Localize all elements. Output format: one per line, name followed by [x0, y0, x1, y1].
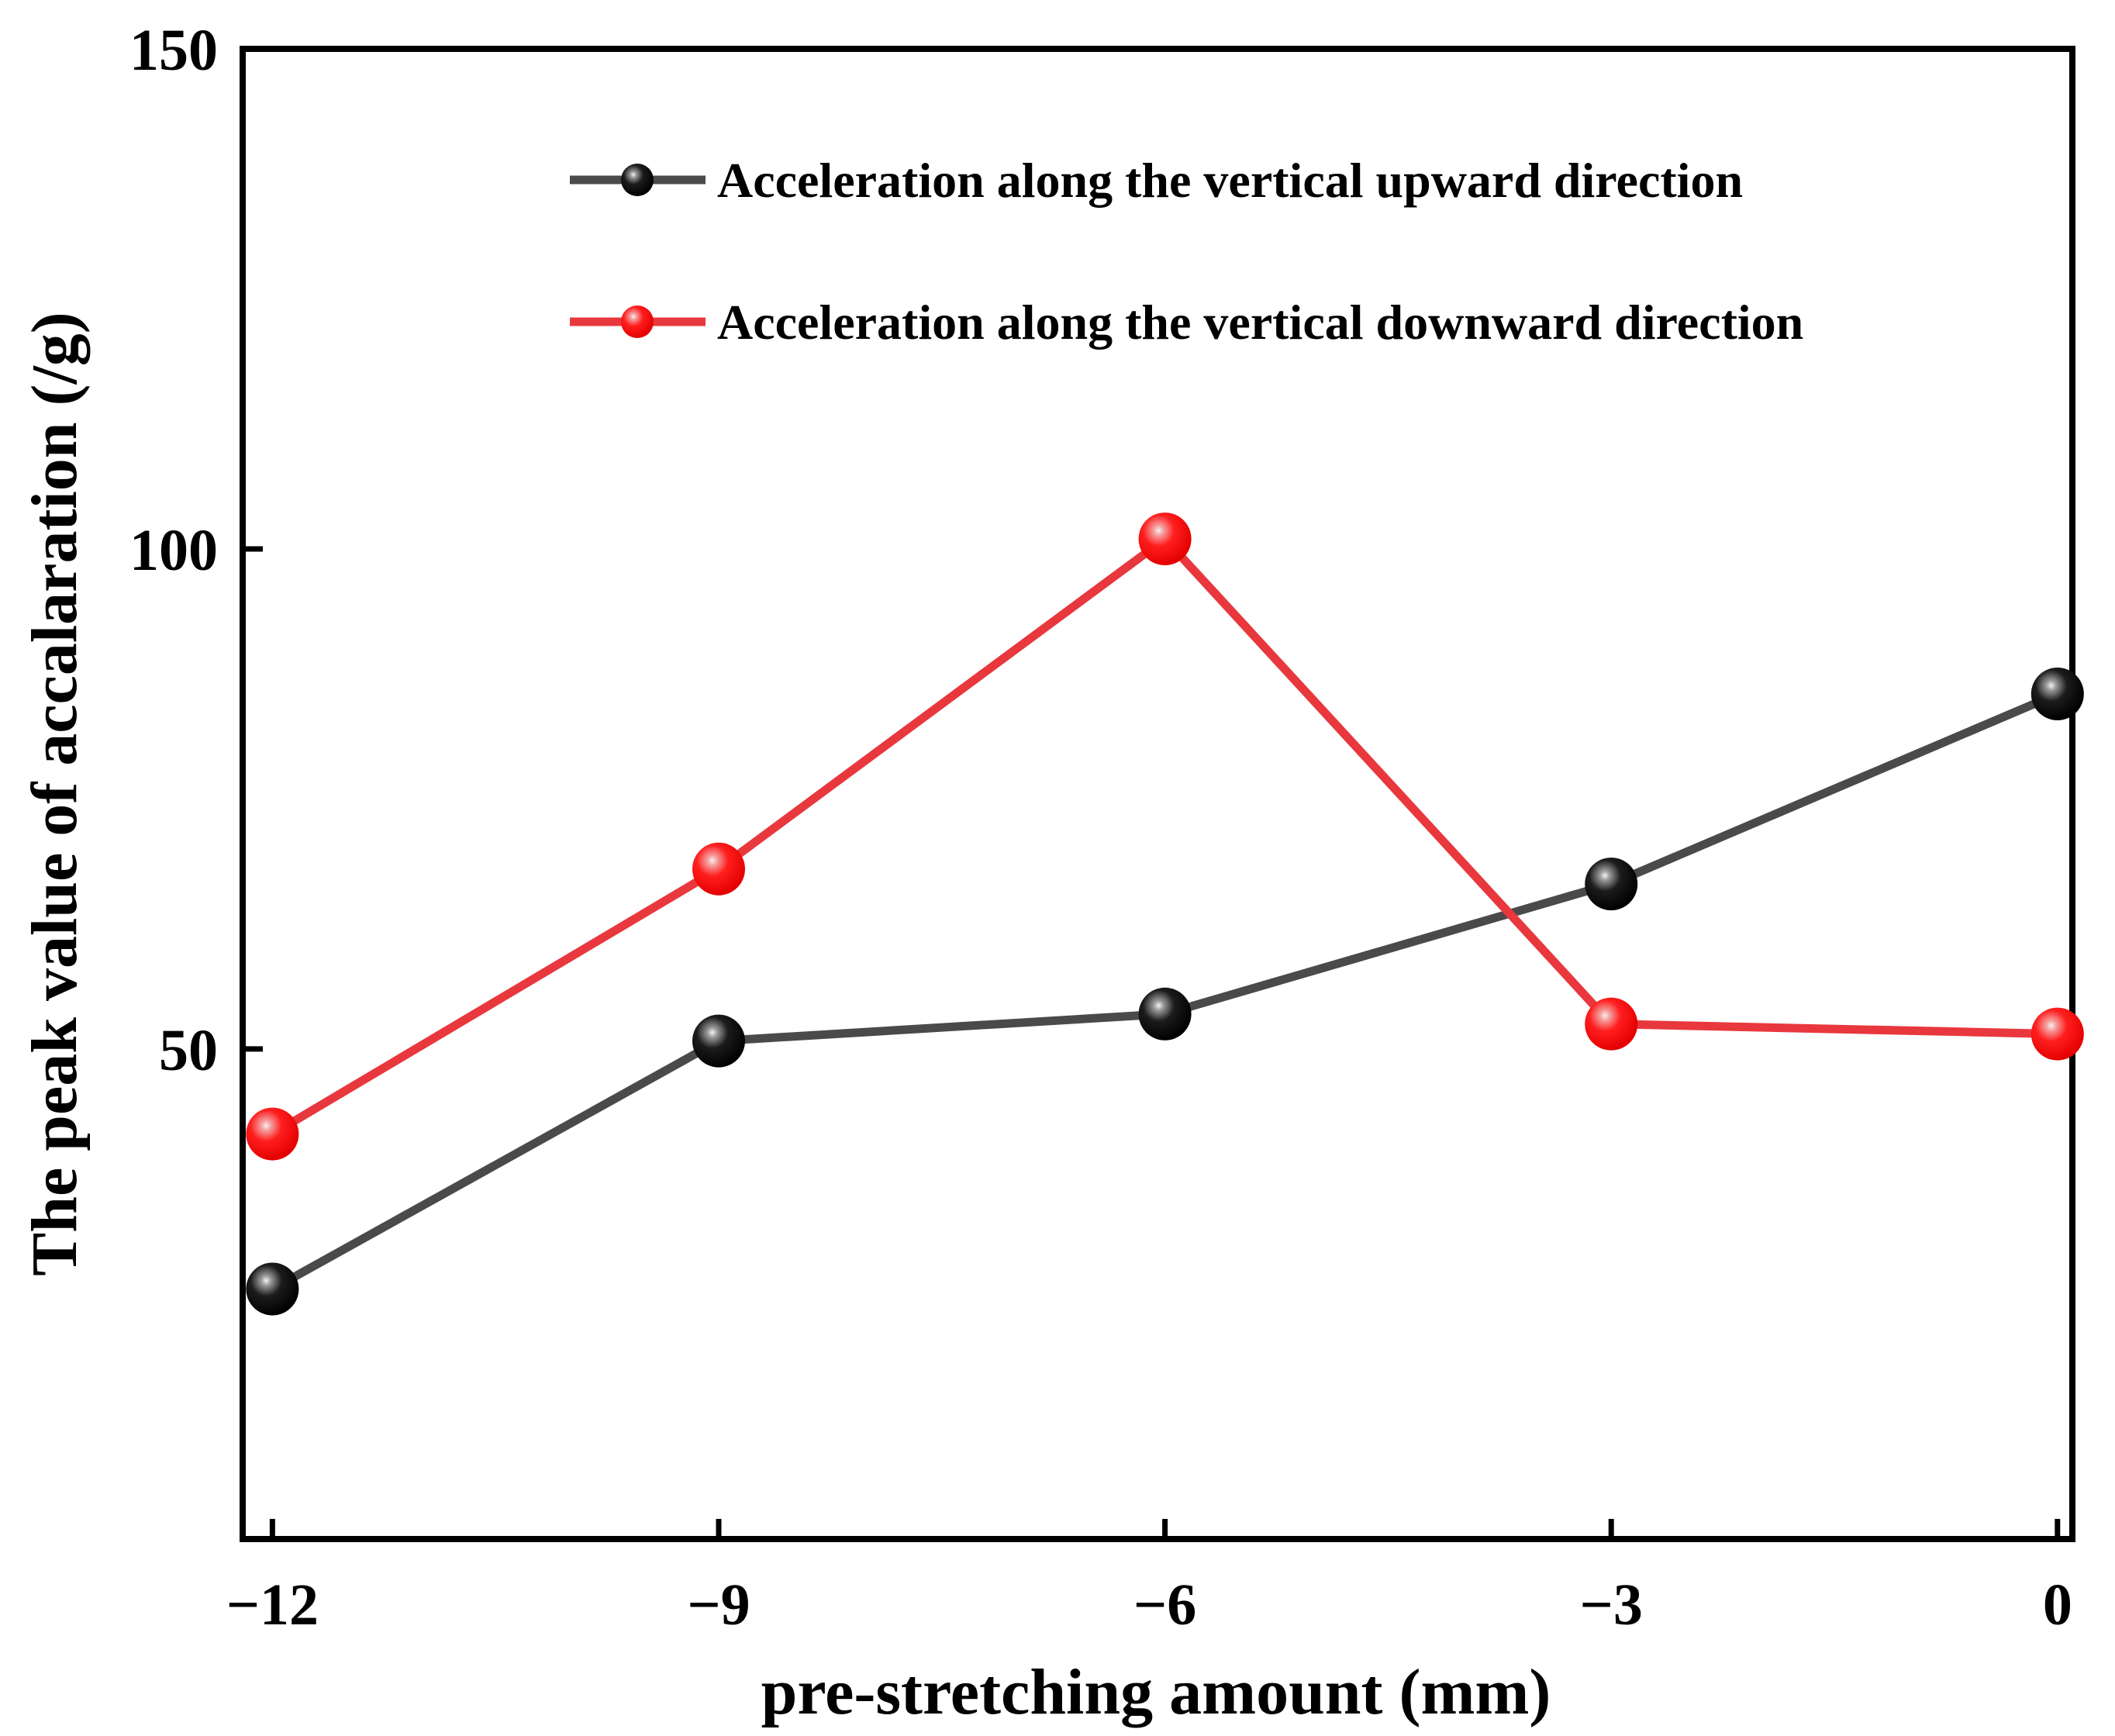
- data-point-upward: [1585, 858, 1638, 911]
- series-line-downward: [270, 533, 2058, 1138]
- data-point-downward: [692, 842, 745, 896]
- plot-series: [246, 513, 2084, 1316]
- legend-marker-downward: [621, 305, 654, 338]
- x-tick-label: −3: [1580, 1572, 1643, 1638]
- data-point-upward: [692, 1014, 745, 1068]
- y-tick-label: 150: [129, 18, 218, 83]
- legend: Acceleration along the vertical upward d…: [570, 153, 1803, 350]
- x-tick-label: 0: [2043, 1572, 2072, 1638]
- data-point-downward: [246, 1107, 299, 1161]
- y-axis-title: The peak value of accalaration (/g): [19, 312, 91, 1276]
- data-point-upward: [2030, 668, 2084, 721]
- y-tick-label: 100: [129, 518, 218, 583]
- x-tick-label: −12: [226, 1572, 319, 1638]
- y-tick-label: 50: [159, 1018, 218, 1083]
- legend-marker-upward: [621, 164, 654, 196]
- legend-label-upward: Acceleration along the vertical upward d…: [717, 153, 1743, 208]
- x-axis-title: pre-stretching amount (mm): [761, 1656, 1551, 1728]
- data-point-downward: [1585, 997, 1638, 1051]
- legend-label-downward: Acceleration along the vertical downward…: [717, 295, 1803, 350]
- data-point-downward: [2030, 1007, 2084, 1061]
- plot-area: [240, 46, 2075, 1542]
- x-tick-label: −6: [1133, 1572, 1196, 1638]
- x-axis: −12 −9 −6 −3 0: [226, 1519, 2072, 1638]
- data-point-upward: [246, 1262, 299, 1316]
- x-tick-label: −9: [687, 1572, 750, 1638]
- y-axis: 50 100 150: [129, 18, 263, 1083]
- data-point-downward: [1138, 513, 1192, 566]
- data-point-upward: [1138, 987, 1192, 1041]
